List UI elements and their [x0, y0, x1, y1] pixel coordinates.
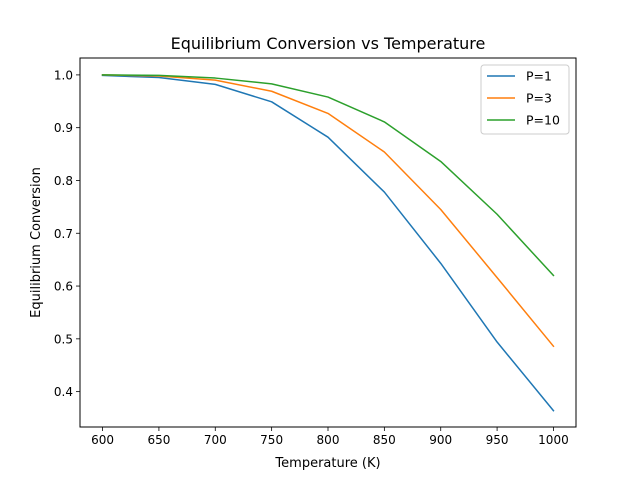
y-tick-label: 0.8 [54, 174, 73, 188]
x-tick-label: 750 [260, 433, 283, 447]
x-tick-label: 650 [147, 433, 170, 447]
y-tick-label: 0.4 [54, 385, 73, 399]
x-tick-label: 1000 [538, 433, 569, 447]
y-tick-label: 0.9 [54, 121, 73, 135]
series-line-0 [101, 74, 555, 412]
y-tick-label: 0.5 [54, 332, 73, 346]
chart-title: Equilibrium Conversion vs Temperature [171, 34, 486, 53]
x-tick-label: 800 [317, 433, 340, 447]
x-tick-label: 850 [373, 433, 396, 447]
x-tick-label: 700 [204, 433, 227, 447]
x-tick-label: 600 [91, 433, 114, 447]
y-tick-label: 1.0 [54, 68, 73, 82]
x-tick-label: 950 [486, 433, 509, 447]
plot-area [101, 74, 555, 412]
legend-label-1: P=3 [526, 91, 552, 106]
y-axis: 0.4 0.5 0.6 0.7 0.8 0.9 1.0 [54, 68, 80, 399]
y-axis-label: Equilibrium Conversion [29, 167, 44, 318]
y-tick-label: 0.6 [54, 280, 73, 294]
y-tick-label: 0.7 [54, 227, 73, 241]
legend: P=1 P=3 P=10 [480, 64, 570, 135]
x-tick-label: 900 [429, 433, 452, 447]
x-axis: 600 650 700 750 800 850 900 950 1000 [91, 427, 569, 447]
legend-label-0: P=1 [526, 69, 552, 84]
legend-box [480, 64, 570, 135]
legend-label-2: P=10 [526, 113, 560, 128]
x-axis-label: Temperature (K) [274, 456, 380, 471]
series-line-2 [101, 74, 555, 277]
series-line-1 [101, 74, 555, 348]
